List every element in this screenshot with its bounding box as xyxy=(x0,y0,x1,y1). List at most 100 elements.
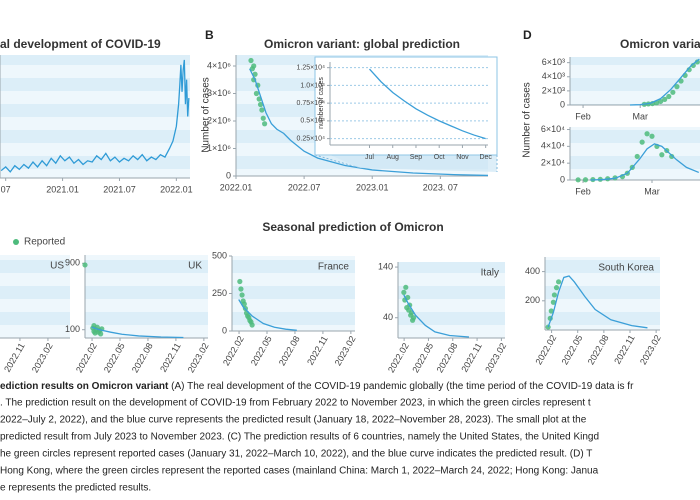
data-point xyxy=(674,84,680,90)
zoom-region xyxy=(330,155,497,172)
data-point xyxy=(634,153,640,160)
y-axis-label: Number of cases xyxy=(522,82,533,158)
x-tick-label: Dec xyxy=(479,154,492,161)
y-tick-label: 1.0×10⁴ xyxy=(300,82,325,89)
legend-label: Reported xyxy=(24,237,65,248)
data-point xyxy=(670,89,676,95)
data-point xyxy=(251,63,257,69)
y-axis-label: Number of cases xyxy=(201,77,212,153)
data-line xyxy=(547,275,648,329)
x-tick-label: 2022.05 xyxy=(102,341,127,374)
y-tick-label: 1×10⁶ xyxy=(207,143,231,153)
y-tick-label: 4×10⁶ xyxy=(207,60,231,70)
x-tick-label: 2022.08 xyxy=(277,334,302,367)
data-point xyxy=(262,121,268,127)
plot-background xyxy=(545,257,660,330)
x-tick-label: 2022.01 xyxy=(160,184,193,194)
x-tick-label: 2023. 07 xyxy=(423,182,458,192)
data-point xyxy=(666,93,672,100)
chart-title: Omicron variant: global prediction xyxy=(264,37,460,51)
data-line xyxy=(369,68,486,140)
x-tick-label: Mar xyxy=(632,111,648,121)
y-tick-label: 3×10⁶ xyxy=(207,88,231,98)
data-line xyxy=(249,68,489,177)
plot-background xyxy=(398,262,505,338)
data-point xyxy=(545,324,551,330)
data-line xyxy=(629,58,700,106)
caption-line: predicted result from July 2023 to Novem… xyxy=(0,432,599,443)
data-point xyxy=(644,131,650,137)
x-tick-label: Sep xyxy=(410,154,423,161)
inset: 0.25×10⁴ 0.5×10⁴ 0.75×10⁴ 1.0×10⁴ 1.25×10⁴ Ju… xyxy=(296,62,492,161)
data-point xyxy=(639,139,645,145)
y-tick-label: 1.25×10⁴ xyxy=(296,65,325,72)
chart-title: Omicron varian xyxy=(620,37,700,51)
x-tick-label: 2022.05 xyxy=(249,334,274,367)
x-tick-label: 2022.07 xyxy=(288,182,321,192)
data-point xyxy=(658,98,664,105)
data-point xyxy=(253,90,260,97)
caption-line: e represents the predicted results. xyxy=(0,483,151,494)
x-tick-label: Oct xyxy=(434,154,445,161)
data-point xyxy=(410,315,417,321)
y-tick-label: 40 xyxy=(383,312,393,322)
y-tick-label: 0.5×10⁴ xyxy=(300,118,325,125)
x-tick-label: Jul xyxy=(365,154,374,161)
chart-title: France xyxy=(318,262,350,273)
data-point xyxy=(98,331,104,337)
section-title: Seasonal prediction of Omicron xyxy=(262,220,443,234)
caption-line: 2022–July 2, 2022), and the blue curve r… xyxy=(0,415,587,426)
plot-background xyxy=(570,127,700,180)
y-tick-label: 500 xyxy=(212,250,227,260)
data-point xyxy=(582,177,589,183)
x-tick-label: 2022.08 xyxy=(130,341,155,374)
y-tick-label: 0 xyxy=(560,174,565,184)
y-tick-label: 0.25×10⁴ xyxy=(296,135,325,142)
x-tick-label: 2023.02 xyxy=(638,333,663,366)
y-tick-label: 250 xyxy=(212,288,227,298)
data-point xyxy=(548,308,554,314)
x-tick-label: 2021.07 xyxy=(103,184,136,194)
x-tick-label: 2022.01 xyxy=(220,182,253,192)
inset-frame xyxy=(314,56,498,156)
x-tick-label: 2022.05 xyxy=(410,341,435,374)
y-tick-label: 0.75×10⁴ xyxy=(296,100,325,107)
data-point xyxy=(575,177,581,183)
data-point xyxy=(237,278,243,285)
chart-title: US xyxy=(50,261,64,272)
data-point xyxy=(662,96,668,102)
caption-line: he green circles represent reported case… xyxy=(0,449,592,460)
data-point xyxy=(259,107,265,113)
y-tick-label: 2×10³ xyxy=(542,85,565,95)
data-point xyxy=(553,285,560,291)
x-tick-label: Feb xyxy=(575,111,591,121)
data-point xyxy=(403,284,409,290)
data-point xyxy=(401,289,407,295)
y-tick-label: 2×10⁶ xyxy=(207,115,231,125)
x-tick-label: 2021.01 xyxy=(46,184,79,194)
x-tick-label: 07 xyxy=(1,184,11,194)
x-tick-label: Aug xyxy=(387,154,400,161)
y-tick-label: 4×10³ xyxy=(542,71,565,81)
x-tick-label: Nov xyxy=(456,154,469,161)
plot-background xyxy=(232,256,355,331)
data-point xyxy=(257,101,264,108)
y-tick-label: 0 xyxy=(560,99,565,109)
data-point xyxy=(248,57,254,64)
data-point xyxy=(238,286,244,292)
plot-background xyxy=(0,55,190,178)
x-tick-label: Feb xyxy=(575,186,591,196)
x-tick-label: 2022.11 xyxy=(158,341,183,374)
data-point xyxy=(260,115,266,121)
data-line xyxy=(238,299,297,331)
data-point xyxy=(694,59,700,65)
caption-text: (A) The real development of the COVID-19… xyxy=(168,381,634,392)
chart-title: Italy xyxy=(481,268,499,279)
panel-label: D xyxy=(523,28,532,42)
chart-title: South Korea xyxy=(598,263,654,274)
data-point xyxy=(555,279,562,285)
x-tick-label: 2022.02 xyxy=(533,333,558,366)
data-point xyxy=(249,322,255,328)
